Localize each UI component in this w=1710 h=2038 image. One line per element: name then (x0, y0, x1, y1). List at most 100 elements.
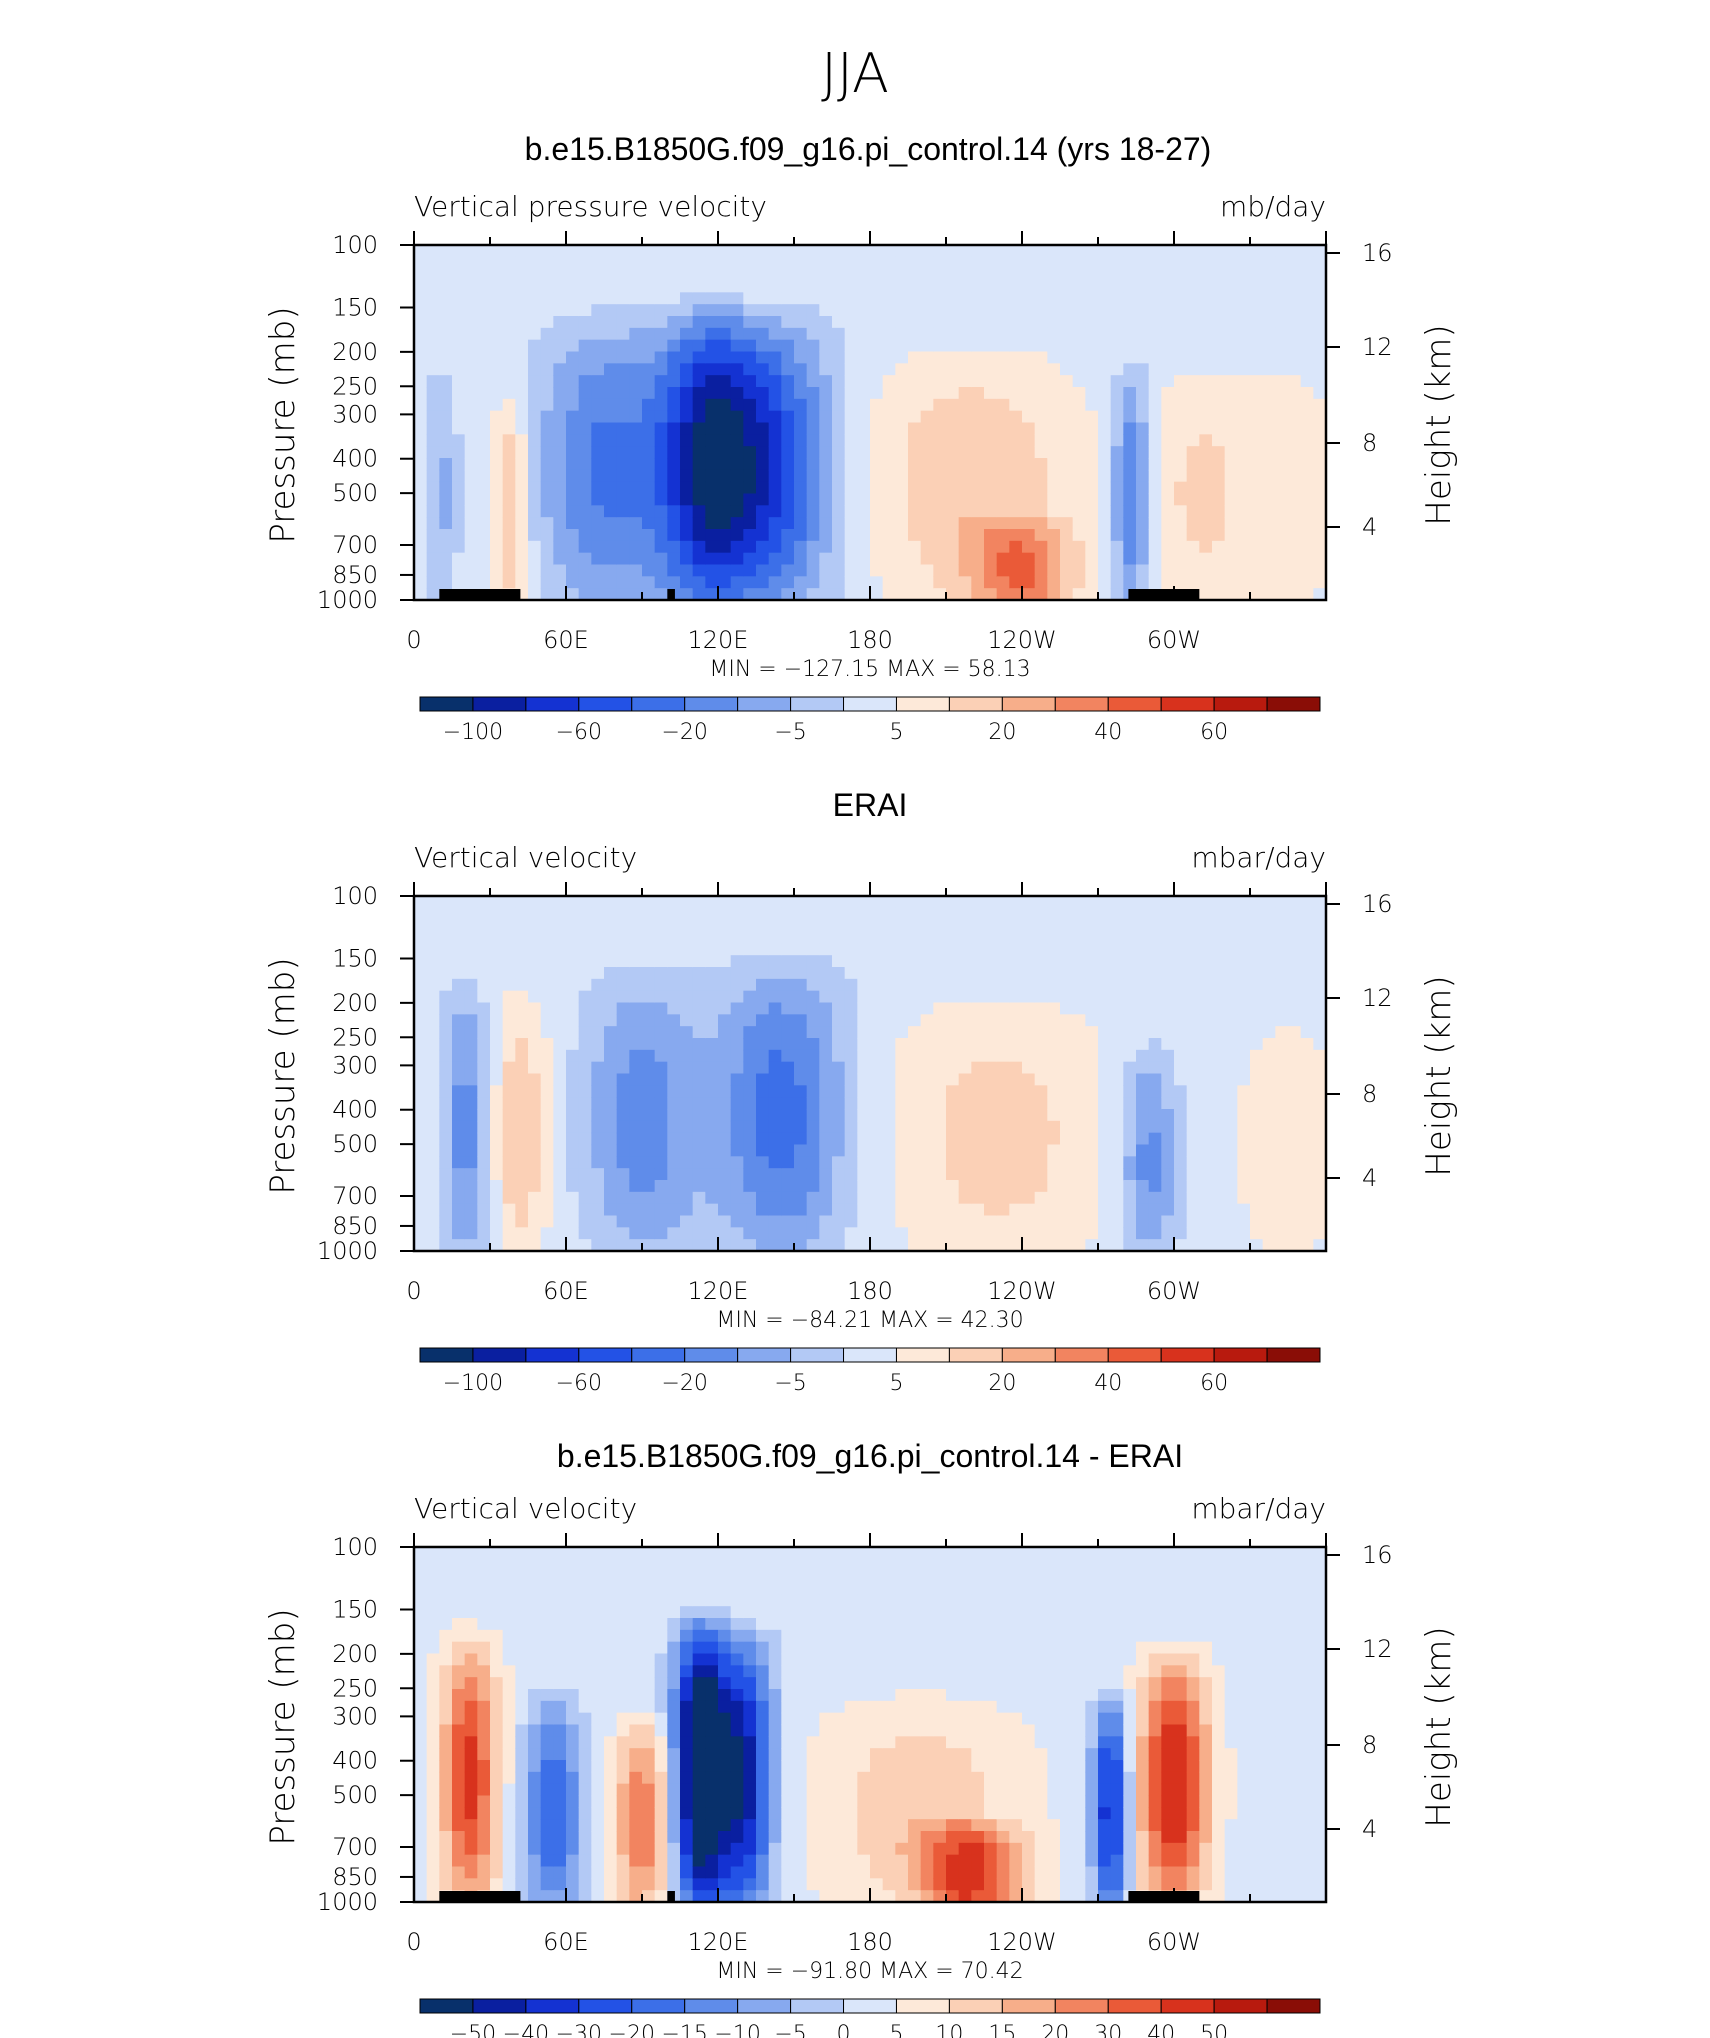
panel-3-cell (464, 1641, 478, 1655)
panel-1-cell (857, 434, 871, 447)
panel-2-cell (794, 1002, 808, 1015)
panel-2-colorbar-box (631, 1347, 686, 1363)
panel-1-cell (692, 292, 706, 305)
panel-1-cell (604, 398, 618, 412)
panel-2-cell (743, 1014, 757, 1027)
panel-1-cell (718, 398, 732, 412)
panel-1-cell (1072, 268, 1086, 282)
panel-1-cell (566, 268, 580, 282)
panel-1-cell (1288, 588, 1302, 601)
panel-1-cell (528, 339, 542, 353)
panel-2-cell (1186, 955, 1200, 968)
panel-1-cell (642, 410, 656, 424)
panel-1-cell (553, 481, 567, 495)
panel-1-cell (832, 387, 846, 400)
panel-1-cell (958, 422, 972, 435)
panel-2-cell (464, 1002, 478, 1015)
panel-2-cell (971, 1002, 985, 1015)
panel-1-cell (502, 351, 516, 364)
panel-1-cell (566, 576, 580, 589)
panel-2-cell (895, 931, 909, 944)
panel-1-cell (882, 410, 896, 424)
panel-2-cell (1161, 1239, 1175, 1252)
panel-2-cell (996, 1191, 1010, 1205)
panel-1-cell (895, 280, 909, 293)
panel-1-cell (1072, 517, 1086, 530)
panel-3-cell (553, 1689, 567, 1702)
panel-1-cell (895, 351, 909, 364)
panel-2-cell (946, 1203, 960, 1217)
panel-1-cell (680, 458, 694, 471)
panel-2-cell (1212, 978, 1226, 992)
panel-1-cell (1275, 446, 1289, 459)
panel-1-cell (996, 387, 1010, 400)
panel-3-cell (515, 1878, 529, 1891)
panel-2-colorbar-box (843, 1347, 897, 1363)
panel-2-cell (908, 990, 922, 1004)
panel-1-cell (1250, 363, 1264, 376)
panel-2-cell (1174, 1026, 1188, 1039)
panel-2-cell (857, 943, 871, 956)
panel-3-cell (553, 1700, 567, 1714)
panel-2-cell (553, 1085, 567, 1098)
panel-1-cell (1047, 410, 1061, 424)
panel-2-cell (971, 1239, 985, 1252)
panel-2-cell (882, 967, 896, 980)
panel-1-cell (464, 540, 478, 554)
panel-1-colorbar-label: 40 (1094, 720, 1122, 745)
panel-1-cell (705, 540, 719, 554)
panel-2-cell (1199, 1097, 1213, 1110)
panel-1-cell (1199, 256, 1213, 270)
panel-1-cell (1300, 292, 1314, 305)
panel-3-cell (414, 1606, 428, 1619)
panel-2-cell (1047, 1049, 1061, 1063)
panel-2-cell (1275, 967, 1289, 980)
panel-2-cell (591, 907, 605, 921)
panel-1-cell (1212, 363, 1226, 376)
panel-2-cell (844, 1049, 858, 1063)
panel-2-cell (806, 1132, 820, 1146)
panel-2-cell (870, 1109, 884, 1122)
panel-2-cell (629, 1227, 643, 1240)
panel-1-cell (743, 422, 757, 435)
panel-2-cell (933, 990, 947, 1004)
panel-2-cell (946, 1061, 960, 1075)
panel-1-cell (1098, 458, 1112, 471)
panel-2-cell (882, 955, 896, 968)
panel-3-cell (439, 1665, 453, 1678)
panel-2-cell (1186, 1132, 1200, 1146)
panel-2-cell (566, 1239, 580, 1252)
panel-2-cell (1288, 1026, 1302, 1039)
panel-2-cell (1136, 1132, 1150, 1146)
panel-1-cell (996, 245, 1010, 258)
panel-2-cell (540, 1085, 554, 1098)
panel-1-cell (1288, 481, 1302, 495)
panel-2-cell (844, 955, 858, 968)
panel-2-cell (870, 1239, 884, 1252)
panel-1-cell (718, 256, 732, 270)
panel-1-cell (528, 280, 542, 293)
panel-1-cell (540, 481, 554, 495)
panel-2-cell (553, 1002, 567, 1015)
panel-3-cell (566, 1558, 580, 1572)
panel-2-cell (718, 990, 732, 1004)
panel-1-cell (933, 505, 947, 518)
panel-1-cell (452, 245, 466, 258)
panel-3-cell (578, 1582, 592, 1595)
panel-2-cell (996, 955, 1010, 968)
panel-1-cell (984, 446, 998, 459)
panel-3-cell (604, 1819, 618, 1832)
panel-1-cell (920, 339, 934, 353)
panel-2-cell (1047, 1097, 1061, 1110)
panel-2-cell (566, 1085, 580, 1098)
panel-1-cell (1072, 316, 1086, 329)
panel-1-cell (629, 529, 643, 542)
panel-2-cell (781, 1132, 795, 1146)
panel-2-cell (1313, 990, 1327, 1004)
panel-2-cell (781, 1144, 795, 1157)
panel-1-cell (604, 469, 618, 483)
panel-2-cell (832, 1097, 846, 1110)
panel-2-cell (642, 943, 656, 956)
panel-2-cell (629, 1180, 643, 1193)
panel-2-cell (1060, 1180, 1074, 1193)
